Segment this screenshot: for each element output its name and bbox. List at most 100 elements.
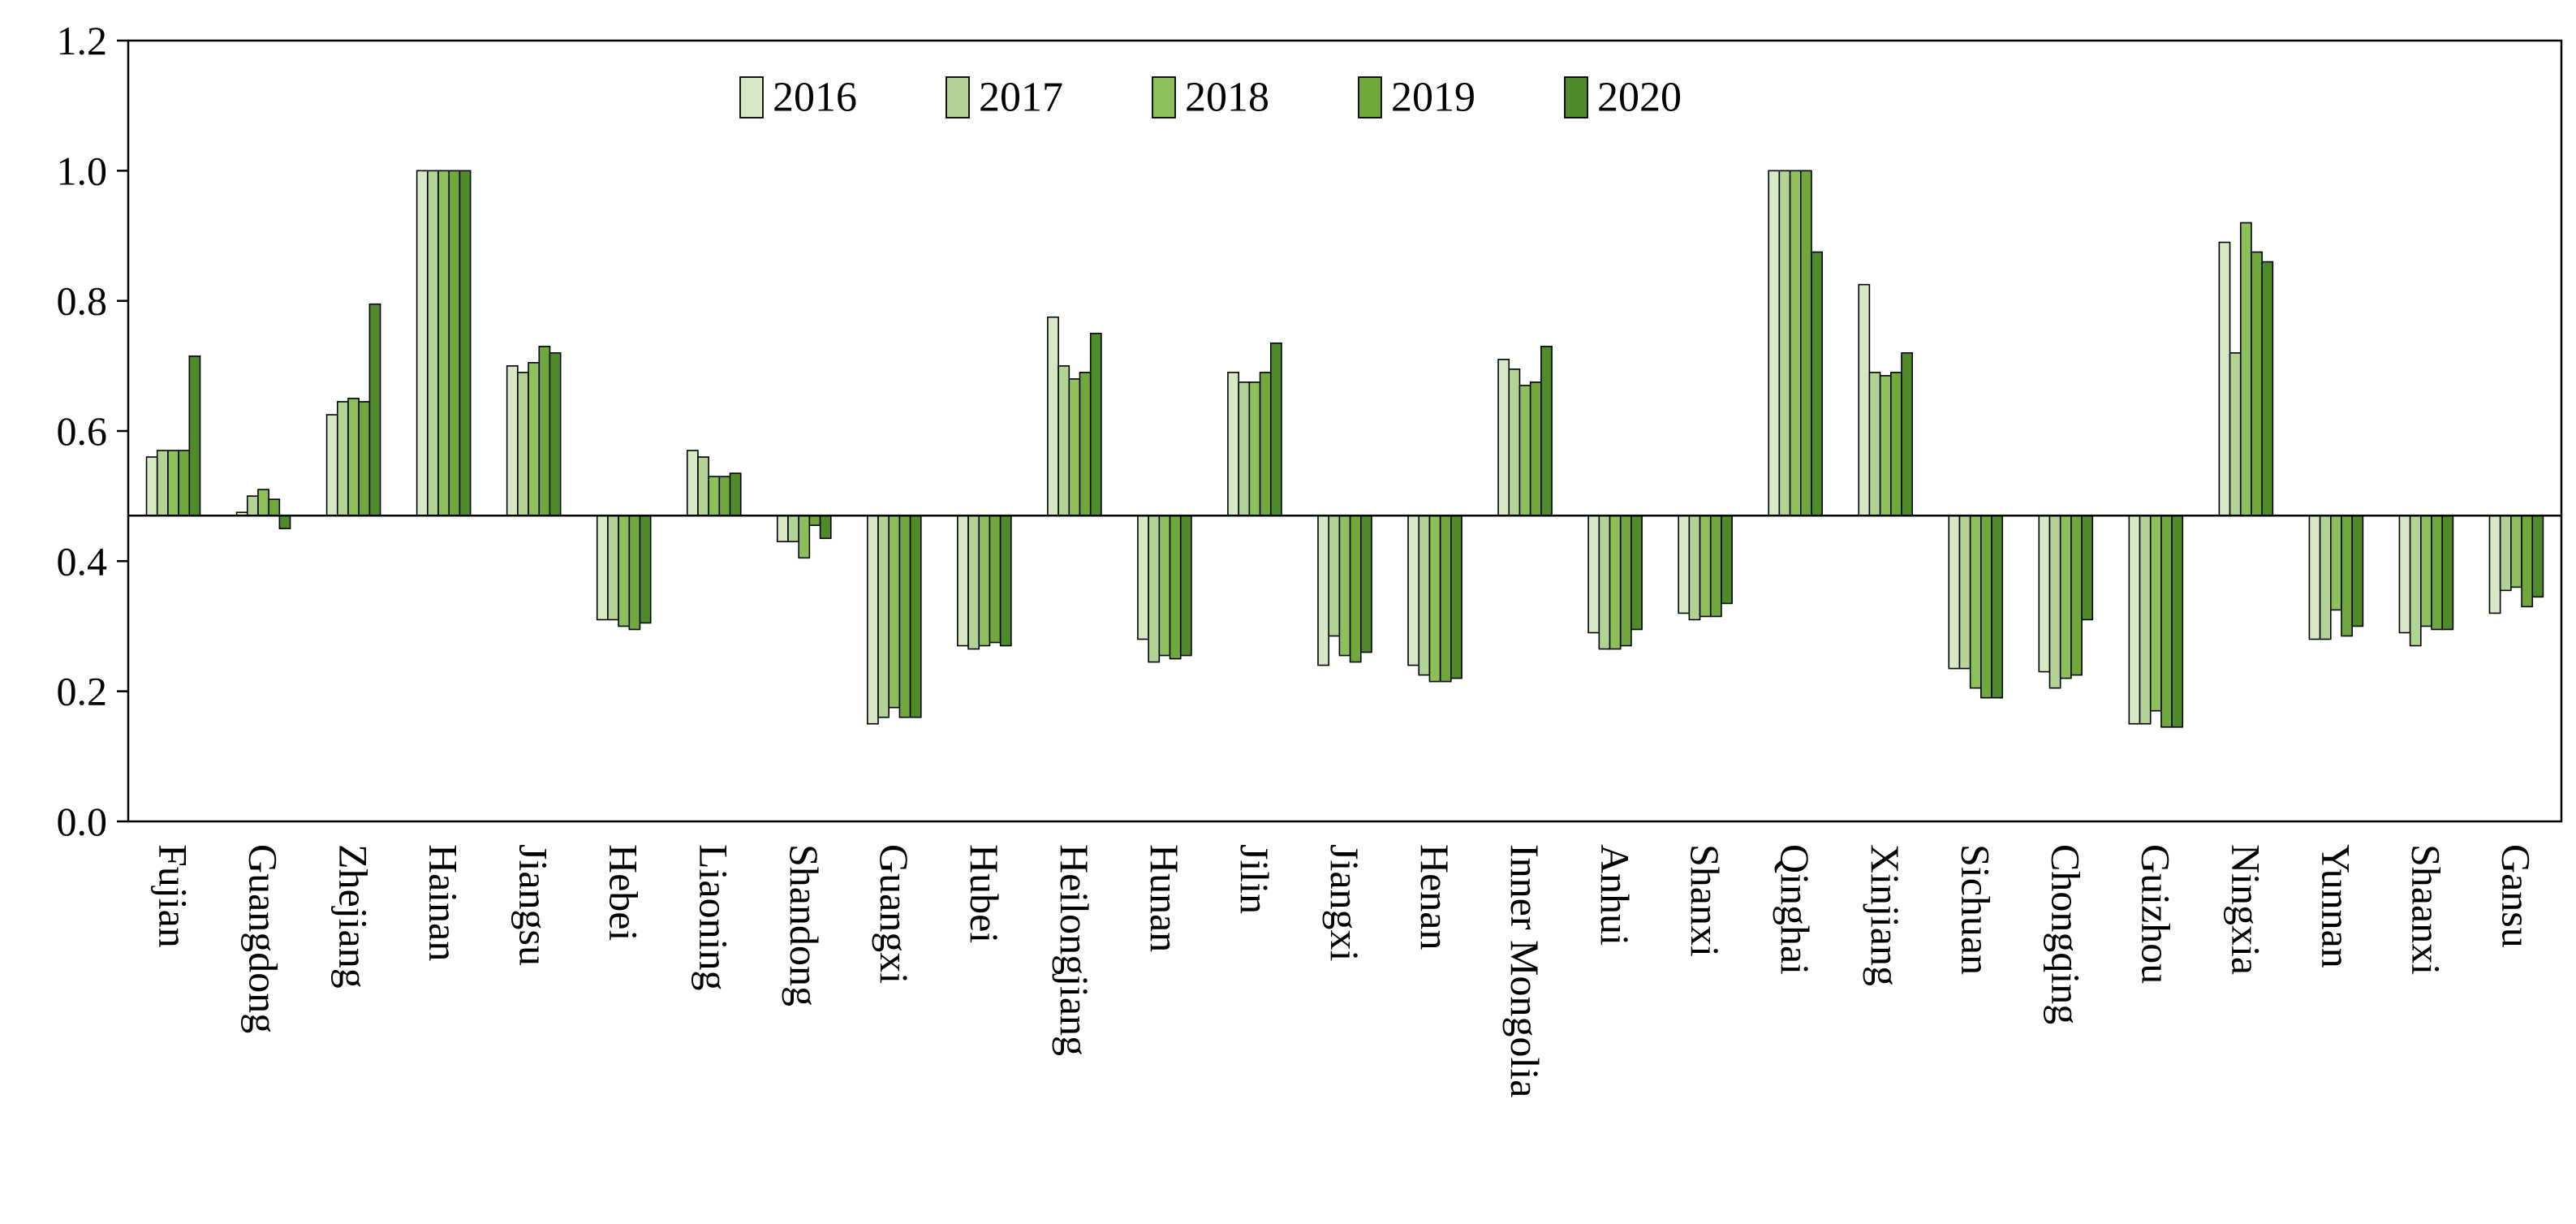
x-category-label: Jiangxi bbox=[1322, 844, 1368, 961]
bar bbox=[1980, 515, 1992, 699]
bar bbox=[1529, 381, 1542, 517]
legend-swatch bbox=[1358, 76, 1382, 119]
bar bbox=[1428, 515, 1441, 683]
x-category-label: Hainan bbox=[421, 844, 467, 961]
bar bbox=[2171, 515, 2184, 728]
x-category-label: Xinjiang bbox=[1863, 844, 1908, 986]
bar bbox=[2160, 515, 2173, 728]
bar bbox=[1328, 515, 1341, 637]
bar bbox=[268, 498, 281, 517]
bar bbox=[1137, 515, 1149, 640]
legend: 2016 2017 2018 2019 2020 bbox=[739, 75, 1682, 121]
bar bbox=[1598, 515, 1611, 650]
bar bbox=[978, 515, 991, 647]
bar bbox=[1789, 170, 1802, 517]
y-tick-label: 1.2 bbox=[57, 18, 108, 63]
bar bbox=[156, 450, 169, 517]
bar bbox=[1699, 515, 1712, 618]
x-category-label: Heilongjiang bbox=[1052, 844, 1097, 1056]
bar bbox=[639, 515, 652, 624]
x-category-label: Zhejiang bbox=[331, 844, 377, 989]
bar bbox=[1858, 283, 1871, 517]
bar bbox=[989, 515, 1002, 644]
bar bbox=[1227, 372, 1239, 517]
bar bbox=[1879, 375, 1892, 517]
bar bbox=[1508, 368, 1521, 517]
bar bbox=[2128, 515, 2141, 725]
bar bbox=[1058, 365, 1070, 517]
y-tick-label: 0.4 bbox=[57, 538, 108, 584]
bar bbox=[246, 495, 259, 517]
bar bbox=[1238, 381, 1251, 517]
x-category-label: Jiangsu bbox=[511, 844, 557, 966]
x-category-label: Chongqing bbox=[2043, 844, 2088, 1024]
bar bbox=[1609, 515, 1622, 650]
y-tick-label: 0.0 bbox=[57, 799, 108, 844]
bar bbox=[1089, 332, 1102, 517]
legend-label: 2016 bbox=[773, 75, 857, 121]
bar bbox=[1269, 342, 1282, 517]
bar bbox=[325, 414, 338, 517]
legend-label: 2017 bbox=[979, 75, 1063, 121]
y-axis: 0.0 0.2 0.4 0.6 0.8 1.0 1.2 bbox=[57, 18, 128, 844]
bar bbox=[898, 515, 911, 718]
bar bbox=[999, 515, 1012, 647]
bar bbox=[1630, 515, 1643, 631]
bar bbox=[1868, 372, 1881, 517]
x-category-label: Inner Mongolia bbox=[1502, 844, 1548, 1097]
bar bbox=[957, 515, 969, 647]
bar bbox=[1901, 351, 1914, 517]
legend-swatch bbox=[1564, 76, 1588, 119]
x-axis: Fujian Guangdong Zhejiang Hainan Jiangsu Hebe… bbox=[151, 844, 2539, 1097]
bar bbox=[2070, 515, 2083, 676]
bar bbox=[1259, 372, 1272, 517]
bar bbox=[877, 515, 890, 718]
bar bbox=[867, 515, 879, 725]
x-category-label: Henan bbox=[1412, 844, 1458, 950]
bar bbox=[549, 351, 562, 517]
bar bbox=[1338, 515, 1351, 657]
bar bbox=[1678, 515, 1691, 614]
bar bbox=[2431, 515, 2444, 631]
legend-label: 2019 bbox=[1391, 75, 1475, 121]
bar bbox=[2139, 515, 2152, 725]
bar bbox=[178, 450, 191, 517]
bar bbox=[1079, 372, 1092, 517]
bar bbox=[188, 356, 201, 517]
bar bbox=[1688, 515, 1701, 621]
legend-label: 2018 bbox=[1185, 75, 1269, 121]
bar bbox=[819, 515, 832, 540]
bar bbox=[145, 456, 158, 517]
bar bbox=[257, 489, 269, 517]
bar bbox=[347, 398, 360, 517]
bar bbox=[708, 476, 721, 517]
bar bbox=[2488, 515, 2501, 614]
bar bbox=[787, 515, 799, 543]
bar bbox=[2081, 515, 2094, 621]
x-category-label: Fujian bbox=[151, 844, 196, 948]
bar bbox=[967, 515, 980, 650]
bar bbox=[1418, 515, 1431, 676]
x-category-label: Sichuan bbox=[1953, 844, 1998, 975]
bar bbox=[776, 515, 789, 543]
bar bbox=[2510, 515, 2522, 588]
bar bbox=[1407, 515, 1420, 666]
x-category-label: Hebei bbox=[601, 844, 647, 941]
x-category-label: Shaanxi bbox=[2403, 844, 2449, 975]
bar bbox=[1360, 515, 1372, 653]
legend-swatch bbox=[1152, 76, 1176, 119]
bar bbox=[2239, 222, 2252, 517]
bar bbox=[1148, 515, 1161, 663]
bar bbox=[2351, 515, 2364, 627]
bar bbox=[2038, 515, 2051, 673]
bar bbox=[368, 303, 381, 517]
bar bbox=[1439, 515, 1452, 683]
y-tick-label: 0.6 bbox=[57, 408, 108, 454]
bar bbox=[2330, 515, 2342, 611]
bar bbox=[2398, 515, 2411, 634]
bar bbox=[1317, 515, 1329, 666]
bar bbox=[1619, 515, 1632, 647]
y-tick-label: 1.0 bbox=[57, 148, 108, 193]
bar bbox=[718, 476, 731, 517]
bar bbox=[686, 450, 699, 517]
